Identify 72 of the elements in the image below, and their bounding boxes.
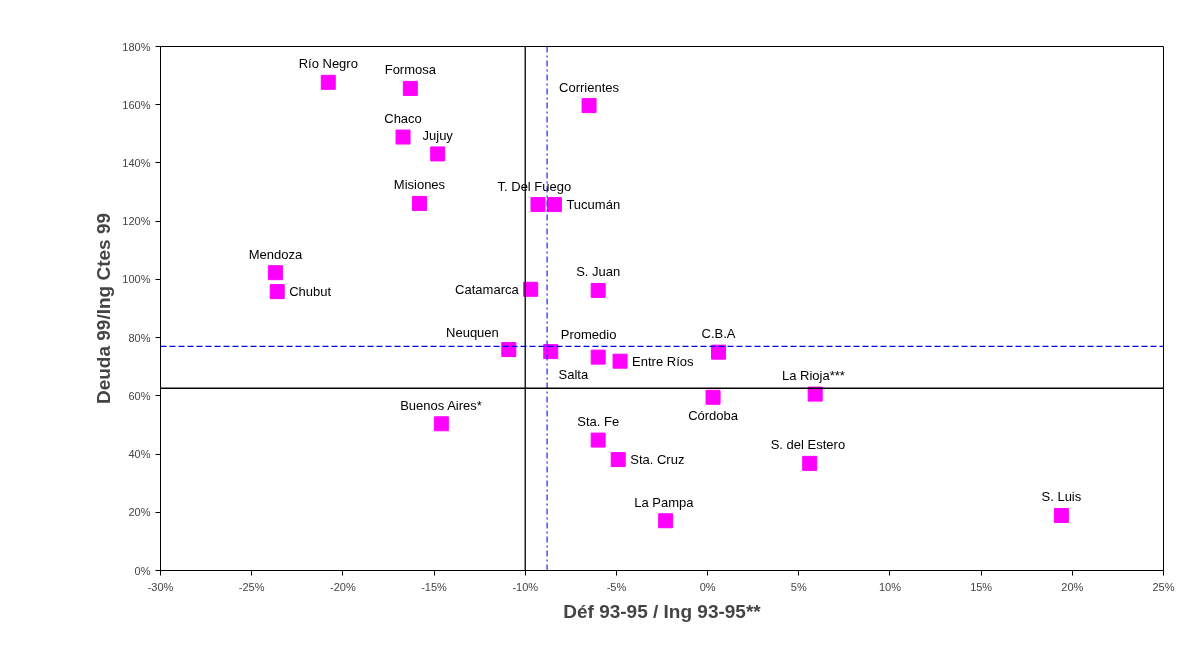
y-tick-label: 160% <box>122 98 151 111</box>
y-tick-label: 40% <box>128 448 151 461</box>
annotation: Jujuy <box>422 127 454 143</box>
point <box>523 281 539 297</box>
y-tick-label: 80% <box>128 331 151 344</box>
point <box>705 389 721 405</box>
point <box>581 98 597 114</box>
annotation: Misiones <box>393 177 446 193</box>
y-tick-label: 100% <box>122 273 151 286</box>
x-tick-label: -10% <box>512 580 539 593</box>
annotation: Chubut <box>289 284 332 300</box>
point <box>802 455 818 471</box>
point <box>590 282 606 298</box>
annotation: Tucumán <box>566 197 621 213</box>
annotation: La Pampa <box>634 494 695 510</box>
annotation: Sta. Cruz <box>630 452 685 468</box>
annotation: Catamarca <box>455 281 520 297</box>
point <box>590 349 606 365</box>
x-tick-label: 20% <box>1061 580 1084 593</box>
point <box>612 353 628 369</box>
y-tick-label: 120% <box>122 215 151 228</box>
x-tick-label: -15% <box>421 580 448 593</box>
annotation: Mendoza <box>248 246 303 262</box>
y-tick-label: 20% <box>128 506 151 519</box>
x-tick-label: 25% <box>1152 580 1175 593</box>
annotation: Río Negro <box>298 56 358 72</box>
x-axis-title: Déf 93-95 / Ing 93-95** <box>563 600 762 622</box>
y-tick-label: 60% <box>128 389 151 402</box>
point <box>807 386 823 402</box>
annotation: S. del Estero <box>770 437 846 453</box>
annotation: Córdoba <box>688 408 739 424</box>
annotation: Chaco <box>384 111 422 127</box>
annotation: Sta. Fe <box>577 414 620 430</box>
annotation: Formosa <box>384 62 437 78</box>
annotation: La Rioja*** <box>781 368 845 384</box>
point <box>590 432 606 448</box>
y-tick-label: 180% <box>122 40 151 53</box>
annotation: Neuquen <box>446 324 499 340</box>
x-tick-label: 0% <box>699 580 716 593</box>
point <box>546 197 562 213</box>
point <box>501 342 517 358</box>
annotation: Buenos Aires* <box>400 397 482 413</box>
annotation: Entre Ríos <box>632 353 694 369</box>
annotation: Corrientes <box>559 79 620 95</box>
point <box>267 265 283 281</box>
x-tick-label: -25% <box>238 580 265 593</box>
point <box>395 129 411 145</box>
point <box>269 284 285 300</box>
point <box>1053 507 1069 523</box>
point <box>530 197 546 213</box>
x-tick-label: -5% <box>606 580 627 593</box>
point <box>658 513 674 529</box>
annotation: C.B.A <box>701 326 736 342</box>
point <box>402 80 418 96</box>
x-tick-label: -30% <box>147 580 174 593</box>
point <box>411 195 427 211</box>
annotation: S. Luis <box>1041 489 1082 505</box>
annotation: Promedio <box>560 326 617 342</box>
x-tick-label: -20% <box>330 580 356 593</box>
x-tick-label: 10% <box>878 580 902 593</box>
x-tick-label: 5% <box>790 580 807 593</box>
point <box>433 416 449 432</box>
y-axis-title: Deuda 99/Ing Ctes 99 <box>93 212 115 405</box>
y-tick-label: 0% <box>134 564 151 577</box>
annotation: Salta <box>558 367 589 383</box>
annotation: S. Juan <box>576 264 621 280</box>
x-tick-label: 15% <box>970 580 993 593</box>
point <box>610 452 626 468</box>
y-tick-label: 140% <box>122 156 151 169</box>
point <box>711 344 727 360</box>
point <box>320 74 336 90</box>
point <box>430 146 446 162</box>
